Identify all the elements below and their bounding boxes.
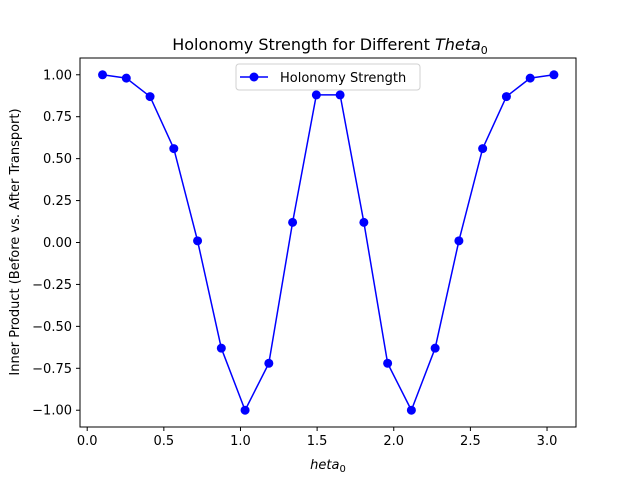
- legend: Holonomy Strength: [235, 63, 421, 91]
- x-tick-label: 0.5: [153, 434, 174, 449]
- y-axis-label: Inner Product (Before vs. After Transpor…: [8, 108, 23, 375]
- legend-marker-swatch: [249, 72, 259, 82]
- x-tick-label: 1.0: [230, 434, 251, 449]
- y-tick-label: −0.50: [32, 320, 72, 335]
- data-point: [335, 90, 345, 100]
- x-axis-label-text: heta: [310, 458, 339, 473]
- x-tick-label: 0.0: [77, 434, 98, 449]
- series-line: [102, 74, 555, 411]
- chart-title-text: Holonomy Strength for Different: [172, 35, 435, 54]
- data-point: [430, 343, 440, 353]
- data-point: [478, 144, 488, 154]
- data-point: [121, 73, 131, 83]
- x-tick-label: 1.5: [307, 434, 328, 449]
- x-tick-label: 2.0: [383, 434, 404, 449]
- y-tick-label: −0.75: [32, 362, 72, 377]
- data-point: [549, 70, 559, 80]
- y-tick-label: −0.25: [32, 278, 72, 293]
- data-point: [240, 405, 250, 415]
- chart-title-subscript: 0: [481, 44, 488, 57]
- data-point: [525, 73, 535, 83]
- x-axis-label: heta0: [310, 458, 346, 475]
- legend-box: [235, 63, 421, 91]
- data-point: [264, 358, 274, 368]
- x-tick-label: 2.5: [460, 434, 481, 449]
- chart-title: Holonomy Strength for Different Theta0: [172, 35, 488, 57]
- y-axis-ticks: 1.00 0.75 0.50 0.25 0.00 −0.25 −0.50 −0.75 −1.00: [32, 68, 80, 419]
- plot-frame: [79, 57, 577, 428]
- data-point: [454, 236, 464, 246]
- legend-label: Holonomy Strength: [280, 71, 406, 86]
- x-axis-ticks: 0.0 0.5 1.0 1.5 2.0 2.5 3.0: [77, 427, 558, 449]
- series-layer: [98, 70, 559, 415]
- y-tick-label: 1.00: [43, 68, 72, 83]
- y-tick-label: 0.50: [43, 152, 72, 167]
- data-point: [169, 144, 179, 154]
- data-point: [359, 217, 369, 227]
- data-point: [288, 217, 298, 227]
- data-point: [145, 92, 155, 102]
- y-tick-label: −1.00: [32, 404, 72, 419]
- data-point: [311, 90, 321, 100]
- x-tick-label: 3.0: [537, 434, 558, 449]
- data-point: [406, 405, 416, 415]
- data-point: [216, 343, 226, 353]
- y-tick-label: 0.00: [43, 236, 72, 251]
- chart-title-math: Theta: [435, 35, 481, 54]
- data-point: [98, 70, 108, 80]
- data-point: [193, 236, 203, 246]
- y-tick-label: 0.25: [43, 194, 72, 209]
- y-tick-label: 0.75: [43, 110, 72, 125]
- data-point: [501, 92, 511, 102]
- x-axis-label-subscript: 0: [339, 464, 345, 475]
- data-point: [383, 358, 393, 368]
